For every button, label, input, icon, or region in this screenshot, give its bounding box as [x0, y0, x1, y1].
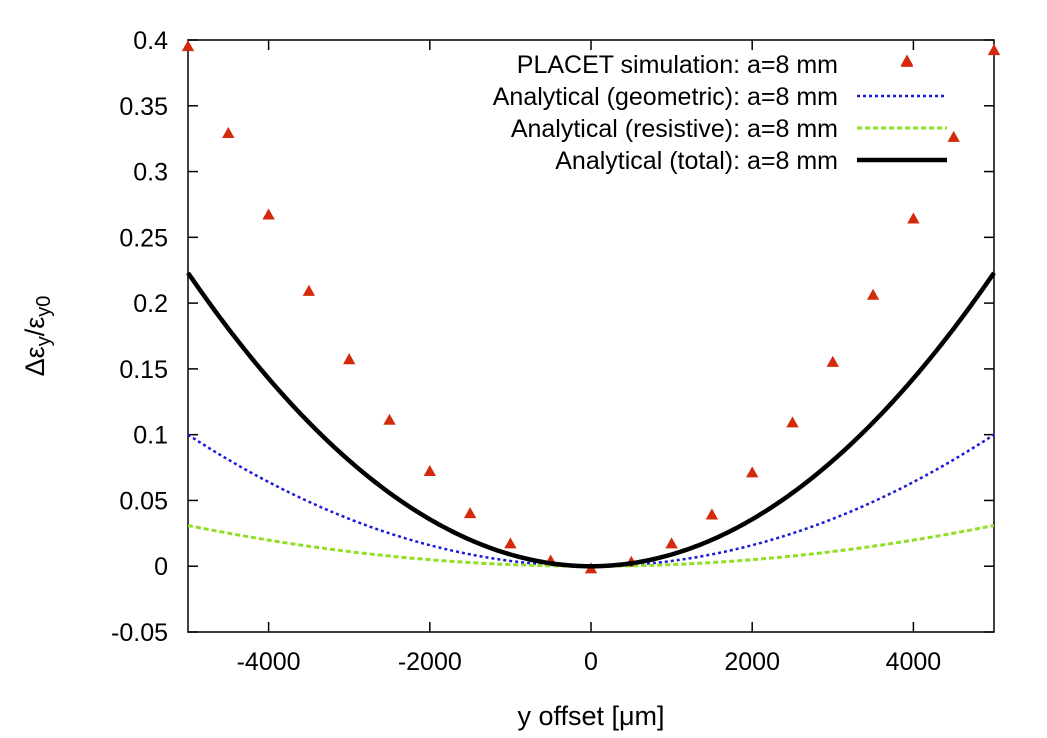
data-point	[705, 508, 719, 520]
x-tick-label: -4000	[237, 648, 301, 676]
data-point	[746, 466, 759, 478]
data-point	[222, 126, 235, 138]
x-tick-label: -2000	[398, 648, 462, 676]
y-tick-label: 0.3	[133, 159, 168, 187]
data-series	[181, 40, 1001, 574]
y-tick-label: 0.15	[119, 356, 168, 384]
legend: PLACET simulation: a=8 mm Analytical (geo…	[493, 51, 947, 175]
x-tick-label: 0	[584, 648, 598, 676]
series-line-3	[186, 271, 996, 569]
legend-label: PLACET simulation: a=8 mm	[517, 51, 838, 79]
data-point	[866, 288, 880, 300]
legend-label: Analytical (geometric): a=8 mm	[493, 83, 838, 111]
legend-label: Analytical (total): a=8 mm	[555, 147, 838, 175]
series-line-2	[187, 523, 995, 568]
data-point	[181, 40, 195, 52]
data-point	[947, 130, 960, 142]
data-point	[786, 416, 799, 428]
data-point	[343, 353, 356, 365]
y-tick-label: 0.1	[133, 422, 168, 450]
data-point	[302, 284, 316, 296]
legend-label: Analytical (resistive): a=8 mm	[511, 115, 838, 143]
data-point	[987, 44, 1001, 56]
y-tick-label: -0.05	[111, 619, 168, 647]
y-tick-label: 0.35	[119, 93, 168, 121]
data-point	[423, 465, 436, 477]
y-tick-label: 0.2	[133, 290, 168, 318]
x-tick-label: 4000	[886, 648, 942, 676]
y-tick-label: 0.05	[119, 487, 168, 515]
data-point	[262, 208, 275, 220]
y-axis-label: Δεy/εy0	[20, 296, 55, 377]
legend-marker	[900, 54, 914, 66]
y-tick-label: 0	[154, 553, 168, 581]
data-point	[504, 537, 517, 549]
x-axis-label: y offset [μm]	[517, 701, 664, 731]
data-point	[907, 212, 920, 224]
x-tick-label: 2000	[724, 648, 780, 676]
data-point	[463, 507, 477, 519]
data-point	[383, 413, 396, 425]
y-tick-label: 0.4	[133, 27, 168, 55]
data-point	[665, 537, 678, 549]
data-point	[826, 355, 839, 367]
y-tick-label: 0.25	[119, 224, 168, 252]
axis-ticks: -4000 -2000 0 2000 4000 -0.05 0 0.05 0.1 0.15 0.2 0…	[111, 27, 994, 676]
